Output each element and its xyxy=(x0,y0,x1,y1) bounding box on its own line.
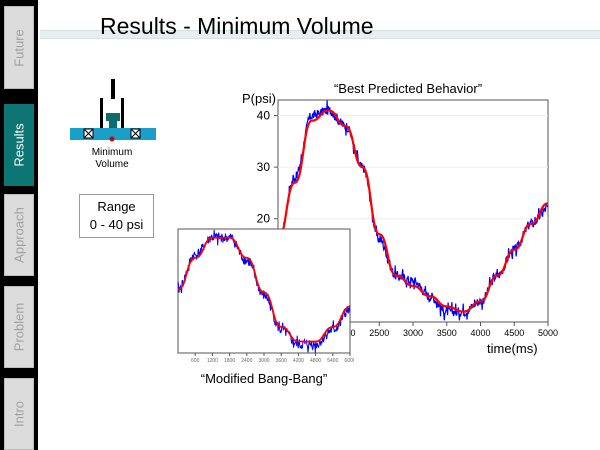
inset-xtick-label: 4200 xyxy=(293,358,304,364)
device-caption-line2: Volume xyxy=(95,159,129,170)
inset-predicted-line xyxy=(177,236,351,343)
inset-series xyxy=(177,229,351,353)
tab-intro-label: Intro xyxy=(11,400,27,428)
tab-approach[interactable]: Approach xyxy=(4,194,34,276)
main-xtick-label: 4000 xyxy=(470,328,490,338)
main-ytick-label: 30 xyxy=(257,160,271,174)
main-gridlines xyxy=(278,114,548,220)
tab-results-label: Results xyxy=(11,123,27,167)
main-ytick-label: 20 xyxy=(257,212,271,226)
tab-approach-label: Approach xyxy=(11,207,27,263)
main-xtick-label: 3500 xyxy=(437,328,457,338)
main-xtick-label: 5000 xyxy=(538,328,558,338)
inset-chart: 600 1200 1800 2400 3000 3600 4200 4800 5400 6000 xyxy=(177,228,354,364)
device-caption: Minimum Volume xyxy=(62,147,162,171)
range-label: Range xyxy=(97,199,136,214)
inset-xtick-label: 3000 xyxy=(258,358,269,364)
tab-problem-label: Problem xyxy=(11,302,27,352)
tab-future-label: Future xyxy=(11,28,27,67)
inset-xtick-label: 600 xyxy=(191,358,200,364)
main-xtick-label: 4500 xyxy=(504,328,524,338)
valve-device-icon xyxy=(70,79,156,142)
range-box: Range 0 - 40 psi xyxy=(79,194,154,238)
main-predicted-line xyxy=(276,109,549,313)
range-value: 0 - 40 psi xyxy=(89,217,144,232)
inset-xtick-label: 5400 xyxy=(327,358,338,364)
inset-xtick-label: 1800 xyxy=(224,358,235,364)
inset-caption: “Modified Bang-Bang” xyxy=(200,371,328,386)
main-ytick-label: 40 xyxy=(257,108,271,122)
tab-problem[interactable]: Problem xyxy=(4,286,34,368)
main-xtick-label: 3000 xyxy=(403,328,423,338)
main-chart-xlabel: time(ms) xyxy=(487,341,538,356)
main-chart: “Best Predicted Behavior” P(psi) time(ms… xyxy=(242,81,558,356)
inset-ticks: 600 1200 1800 2400 3000 3600 4200 4800 5400 6000 xyxy=(191,353,354,364)
inset-xtick-label: 6000 xyxy=(344,358,354,364)
inset-xtick-label: 1200 xyxy=(207,358,218,364)
tab-intro[interactable]: Intro xyxy=(4,378,34,450)
main-chart-title: “Best Predicted Behavior” xyxy=(334,81,482,96)
main-series xyxy=(276,100,549,321)
inset-xtick-label: 4800 xyxy=(310,358,321,364)
tab-results[interactable]: Results xyxy=(4,104,34,186)
main-xtick-label: 2500 xyxy=(369,328,389,338)
inset-xtick-label: 2400 xyxy=(241,358,252,364)
page-title: Results - Minimum Volume xyxy=(100,13,374,39)
inset-xtick-label: 3600 xyxy=(276,358,287,364)
sidebar-nav: Future Results Approach Problem Intro xyxy=(0,0,38,450)
device-caption-line1: Minimum xyxy=(91,147,133,158)
title-underline xyxy=(40,30,600,39)
title-bar: Results - Minimum Volume xyxy=(40,0,600,46)
tab-future[interactable]: Future xyxy=(4,6,34,89)
main-chart-ylabel: P(psi) xyxy=(242,91,276,106)
